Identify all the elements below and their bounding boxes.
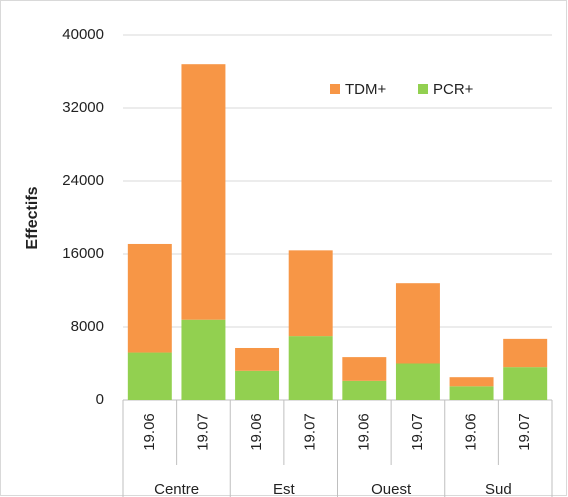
bar-segment (395, 283, 440, 364)
bar-segment (235, 370, 280, 400)
bar-segment (342, 380, 387, 400)
y-tick-label: 8000 (71, 318, 104, 335)
bar-segment (235, 347, 280, 371)
y-tick-label: 32000 (62, 99, 104, 116)
legend-label: TDM+ (345, 81, 386, 98)
x-tick-label: 19.07 (302, 413, 319, 451)
y-tick-label: 40000 (62, 26, 104, 43)
x-tick-label: 19.06 (141, 413, 158, 451)
bar-segment (342, 357, 387, 381)
bar-segment (181, 319, 226, 400)
group-label: Ouest (371, 481, 412, 497)
legend-label: PCR+ (433, 81, 474, 98)
legend-swatch (330, 84, 340, 94)
bar-segment (449, 377, 494, 387)
legend-swatch (418, 84, 428, 94)
x-tick-label: 19.07 (194, 413, 211, 451)
x-tick-label: 19.07 (409, 413, 426, 451)
group-label: Est (273, 481, 296, 497)
y-axis-title: Effectifs (24, 186, 41, 249)
bar-segment (503, 338, 548, 368)
x-tick-label: 19.06 (463, 413, 480, 451)
y-tick-label: 16000 (62, 245, 104, 262)
bar-segment (288, 336, 333, 400)
y-tick-label: 0 (96, 391, 104, 408)
group-label: Centre (154, 481, 199, 497)
x-tick-label: 19.07 (516, 413, 533, 451)
x-tick-label: 19.06 (248, 413, 265, 451)
bar-segment (181, 64, 226, 320)
bar-segment (449, 386, 494, 400)
bar-segment (503, 367, 548, 400)
y-tick-label: 24000 (62, 172, 104, 189)
x-tick-label: 19.06 (355, 413, 372, 451)
group-label: Sud (485, 481, 512, 497)
bar-segment (288, 250, 333, 337)
bar-segment (127, 352, 172, 400)
bar-segment (127, 243, 172, 353)
bar-segment (395, 363, 440, 400)
